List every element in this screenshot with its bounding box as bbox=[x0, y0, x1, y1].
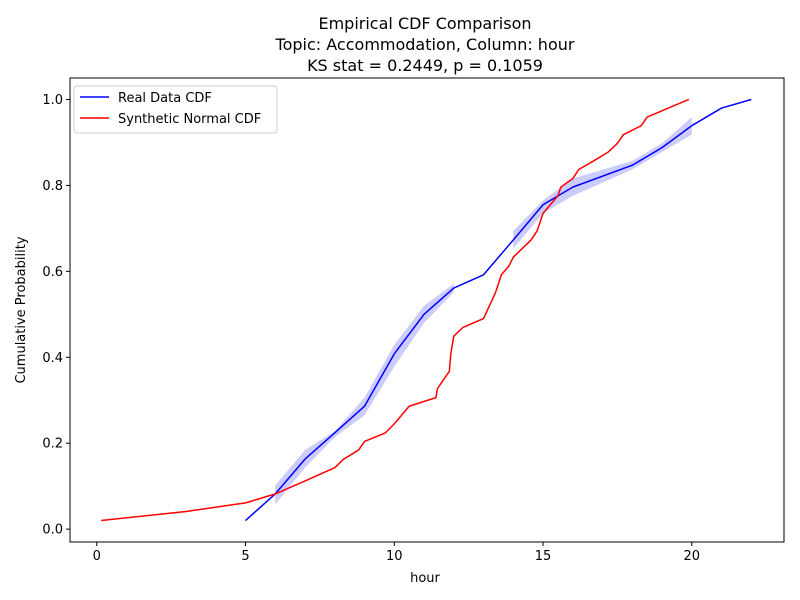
x-tick-label: 10 bbox=[386, 549, 403, 564]
x-tick-label: 0 bbox=[93, 549, 101, 564]
y-tick-label: 0.4 bbox=[42, 351, 63, 366]
y-tick-label: 0.2 bbox=[42, 437, 63, 452]
legend-box bbox=[73, 85, 278, 134]
legend: Real Data CDF Synthetic Normal CDF bbox=[73, 85, 278, 134]
chart-title-line-3: KS stat = 0.2449, p = 0.1059 bbox=[307, 56, 543, 75]
axes-frame bbox=[69, 77, 785, 543]
legend-label-synthetic: Synthetic Normal CDF bbox=[118, 112, 261, 127]
chart-title: Empirical CDF Comparison Topic: Accommod… bbox=[275, 14, 575, 75]
y-tick-label: 0.8 bbox=[42, 179, 63, 194]
series-line-real-data bbox=[245, 98, 752, 522]
y-axis: 0.0 0.2 0.4 0.6 0.8 1.0 bbox=[42, 93, 70, 538]
x-axis-label: hour bbox=[410, 571, 440, 586]
chart-title-line-2: Topic: Accommodation, Column: hour bbox=[275, 35, 575, 54]
y-axis-label: Cumulative Probability bbox=[14, 236, 29, 383]
x-axis: 0 5 10 15 20 bbox=[93, 542, 700, 564]
legend-label-real: Real Data CDF bbox=[118, 91, 212, 106]
confidence-band-1 bbox=[275, 283, 454, 505]
x-tick-label: 15 bbox=[535, 549, 552, 564]
chart-title-line-1: Empirical CDF Comparison bbox=[318, 14, 531, 33]
y-tick-label: 1.0 bbox=[42, 93, 63, 108]
confidence-band-2 bbox=[513, 117, 692, 249]
y-tick-label: 0.0 bbox=[42, 523, 63, 538]
y-tick-label: 0.6 bbox=[42, 265, 63, 280]
x-tick-label: 5 bbox=[241, 549, 249, 564]
x-tick-label: 20 bbox=[684, 549, 701, 564]
series-line-synthetic-normal bbox=[101, 98, 690, 522]
plot-area bbox=[101, 98, 752, 522]
